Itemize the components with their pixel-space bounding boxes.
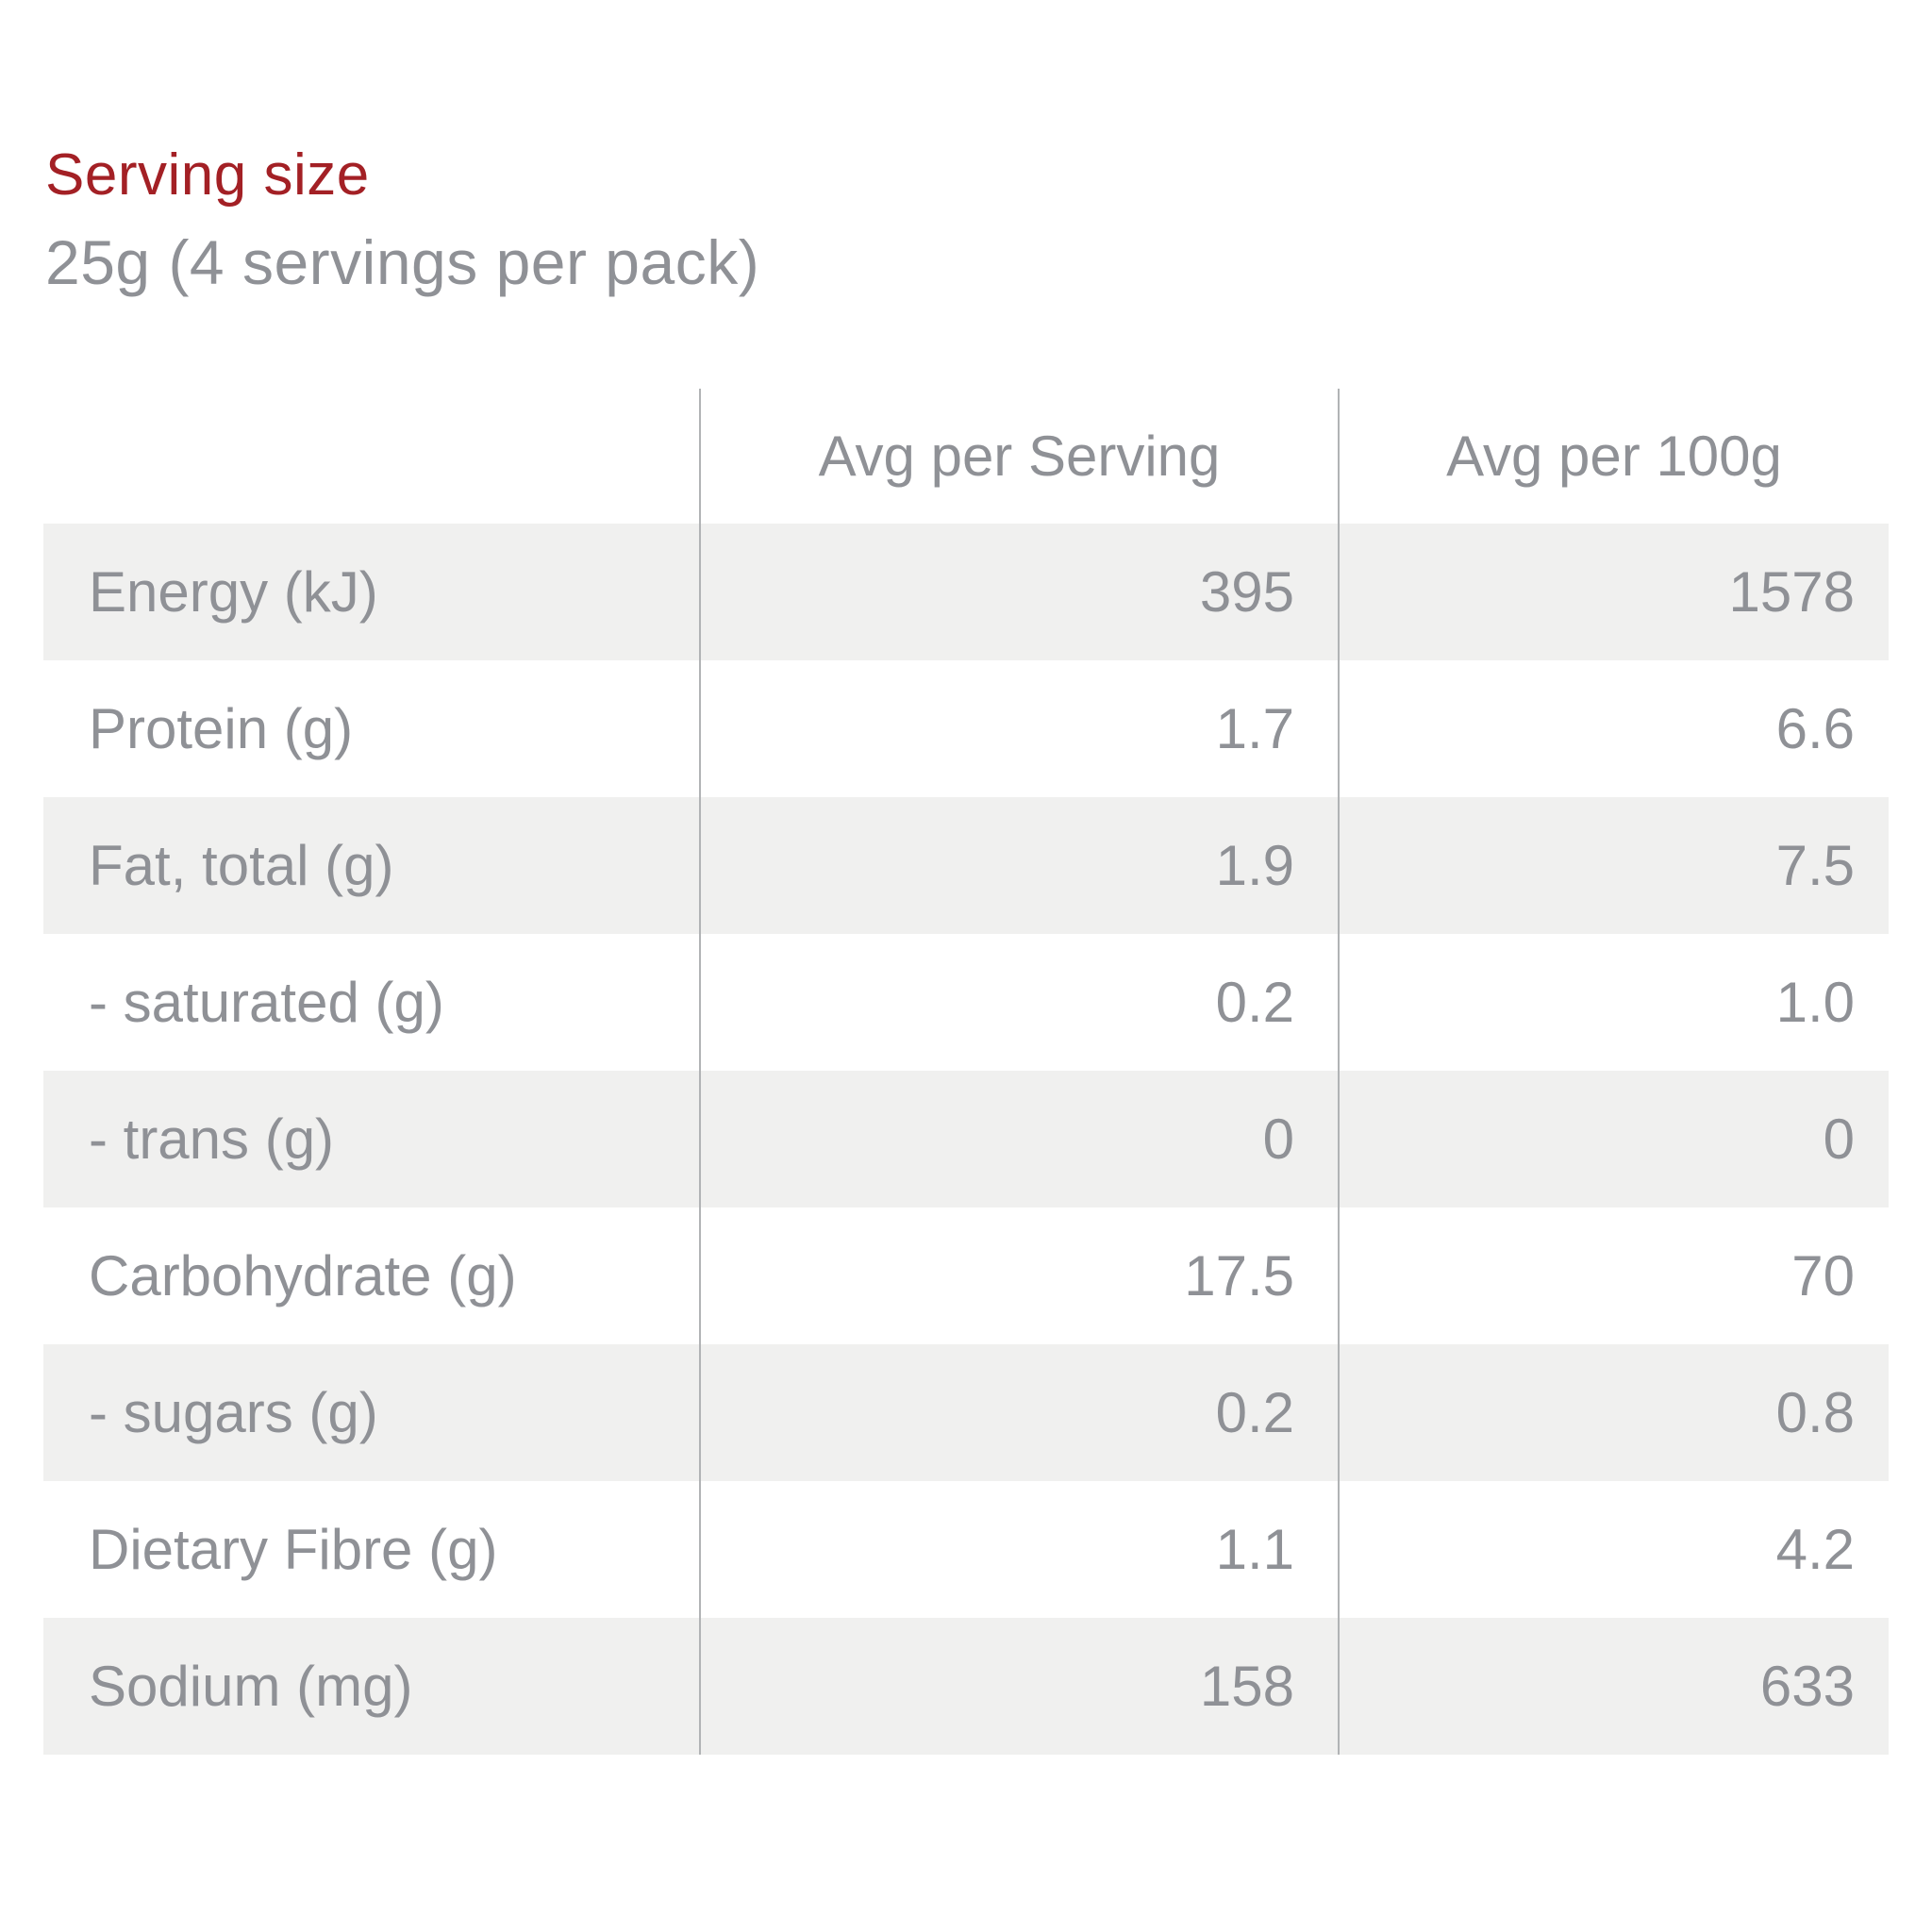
row-value-per-serving: 17.5 (699, 1208, 1338, 1344)
row-value-per-serving: 0.2 (699, 934, 1338, 1071)
row-value-per-serving: 0.2 (699, 1344, 1338, 1481)
serving-size-value: 25g (4 servings per pack) (45, 227, 760, 298)
header-cell-avg-per-serving: Avg per Serving (699, 389, 1338, 524)
header-cell-blank (43, 389, 699, 524)
table-row-fat-total: Fat, total (g) 1.9 7.5 (43, 797, 1889, 934)
row-label: Dietary Fibre (g) (89, 1518, 498, 1581)
row-value-per-serving: 1.9 (699, 797, 1338, 934)
row-value-per-100g: 1578 (1338, 524, 1889, 660)
row-label: Fat, total (g) (89, 834, 394, 897)
row-value-per-100g: 0 (1338, 1071, 1889, 1208)
row-label: - sugars (g) (89, 1381, 378, 1444)
row-value-per-serving: 1.1 (699, 1481, 1338, 1618)
table-row-energy: Energy (kJ) 395 1578 (43, 524, 1889, 660)
table-row-trans: - trans (g) 0 0 (43, 1071, 1889, 1208)
table-header-row: Avg per Serving Avg per 100g (43, 389, 1889, 524)
table-row-sugars: - sugars (g) 0.2 0.8 (43, 1344, 1889, 1481)
row-label: - saturated (g) (89, 971, 444, 1034)
serving-size-block: Serving size 25g (4 servings per pack) (0, 0, 1932, 299)
nutrition-table: Avg per Serving Avg per 100g Energy (kJ)… (43, 389, 1889, 1755)
row-value-per-100g: 4.2 (1338, 1481, 1889, 1618)
row-label: Carbohydrate (g) (89, 1244, 517, 1307)
row-value-per-serving: 395 (699, 524, 1338, 660)
serving-size-heading: Serving size (45, 142, 370, 208)
row-value-per-100g: 7.5 (1338, 797, 1889, 934)
table-row-saturated: - saturated (g) 0.2 1.0 (43, 934, 1889, 1071)
row-value-per-100g: 0.8 (1338, 1344, 1889, 1481)
row-value-per-100g: 70 (1338, 1208, 1889, 1344)
table-row-carbohydrate: Carbohydrate (g) 17.5 70 (43, 1208, 1889, 1344)
row-label: Energy (kJ) (89, 560, 378, 624)
row-label: - trans (g) (89, 1108, 335, 1171)
row-value-per-100g: 1.0 (1338, 934, 1889, 1071)
table-row-dietary-fibre: Dietary Fibre (g) 1.1 4.2 (43, 1481, 1889, 1618)
row-label: Protein (g) (89, 697, 354, 760)
row-value-per-serving: 1.7 (699, 660, 1338, 797)
row-value-per-100g: 6.6 (1338, 660, 1889, 797)
table-row-sodium: Sodium (mg) 158 633 (43, 1618, 1889, 1755)
table-row-protein: Protein (g) 1.7 6.6 (43, 660, 1889, 797)
row-label: Sodium (mg) (89, 1655, 413, 1718)
row-value-per-serving: 0 (699, 1071, 1338, 1208)
row-value-per-serving: 158 (699, 1618, 1338, 1755)
row-value-per-100g: 633 (1338, 1618, 1889, 1755)
header-cell-avg-per-100g: Avg per 100g (1338, 389, 1889, 524)
